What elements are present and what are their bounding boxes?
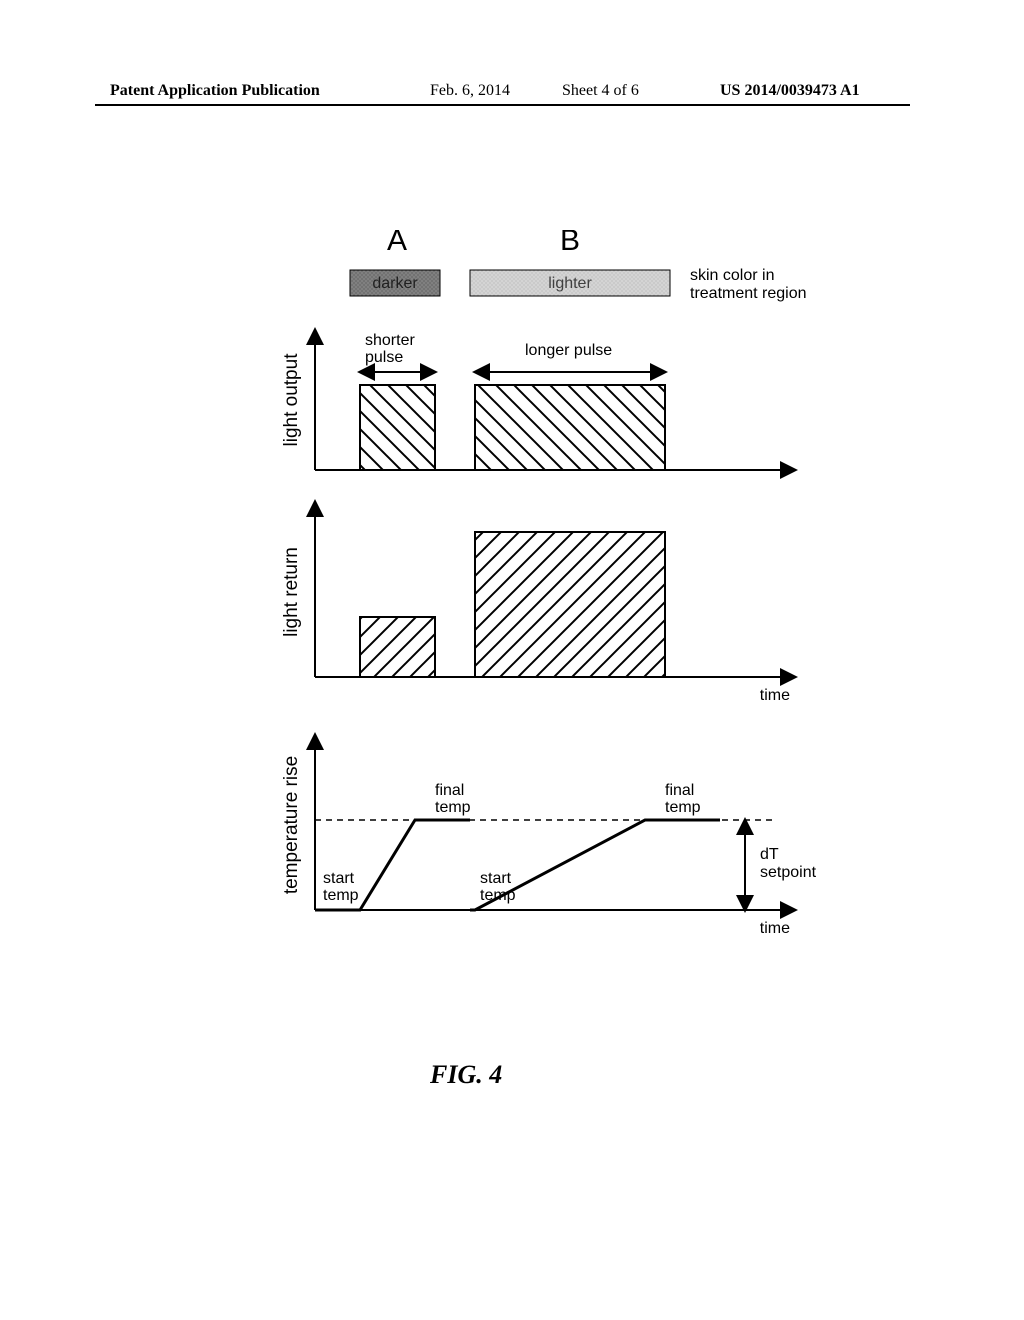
final-temp-b-1: final (665, 782, 694, 799)
final-temp-a-2: temp (435, 799, 471, 816)
xlabel-time-1: time (760, 687, 790, 704)
header-sheet: Sheet 4 of 6 (562, 82, 639, 100)
ylabel-light-return: light return (281, 547, 302, 637)
pulse-b-return (475, 532, 665, 677)
chart-light-return: time light return (281, 502, 795, 704)
pulse-a-output (360, 385, 435, 470)
skin-color-text-1: skin color in (690, 267, 774, 284)
header-rule (95, 104, 910, 106)
figure-4: A B darker lighter skin color in treatme… (245, 230, 865, 1010)
skin-darker-label: darker (372, 275, 418, 292)
header-date: Feb. 6, 2014 (430, 82, 510, 100)
page: Patent Application Publication Feb. 6, 2… (0, 0, 1024, 1320)
pulse-a-return (360, 617, 435, 677)
start-temp-a-2: temp (323, 887, 359, 904)
ylabel-light-output: light output (281, 353, 302, 447)
final-temp-b-2: temp (665, 799, 701, 816)
start-temp-b-2: temp (480, 887, 516, 904)
xlabel-time-2: time (760, 920, 790, 937)
chart-light-output: shorter pulse longer pulse light output (281, 330, 795, 470)
header-doc-number: US 2014/0039473 A1 (720, 82, 860, 100)
shorter-pulse-label-1: shorter (365, 332, 415, 349)
shorter-pulse-label-2: pulse (365, 349, 403, 366)
skin-color-text-2: treatment region (690, 285, 807, 302)
skin-lighter-label: lighter (548, 275, 592, 292)
dt-label: dT (760, 846, 779, 863)
label-col-b: B (560, 230, 580, 257)
start-temp-a-1: start (323, 870, 355, 887)
start-temp-b-1: start (480, 870, 512, 887)
figure-caption: FIG. 4 (430, 1060, 502, 1090)
chart-temperature-rise: start temp final temp start temp final t… (281, 735, 817, 937)
header-publication-type: Patent Application Publication (110, 82, 320, 100)
final-temp-a-1: final (435, 782, 464, 799)
setpoint-label: setpoint (760, 864, 817, 881)
ylabel-temp-rise: temperature rise (281, 756, 302, 894)
longer-pulse-label: longer pulse (525, 342, 612, 359)
label-col-a: A (387, 230, 407, 257)
figure-svg: A B darker lighter skin color in treatme… (245, 230, 865, 1010)
pulse-b-output (475, 385, 665, 470)
